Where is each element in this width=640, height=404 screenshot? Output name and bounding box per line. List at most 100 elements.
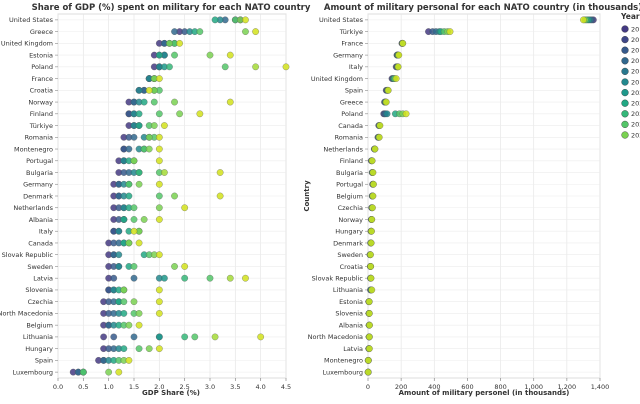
data-point xyxy=(252,63,259,71)
y-tick-label: Germany xyxy=(333,51,363,59)
y-tick-label: United States xyxy=(319,16,364,24)
data-point xyxy=(365,298,373,306)
y-tick-label: United States xyxy=(9,16,54,24)
right-x-ticks: 0 200 400 600 800 1,000 1,200 1,400 xyxy=(366,378,609,391)
data-point xyxy=(181,333,189,341)
data-point xyxy=(155,133,163,141)
y-tick-label: Sweden xyxy=(27,263,53,271)
data-point xyxy=(130,227,138,235)
y-tick-label: Portugal xyxy=(26,157,53,165)
y-tick-label: Croatia xyxy=(340,263,363,271)
data-point xyxy=(155,75,163,82)
y-tick-label: Sweden xyxy=(337,251,363,259)
right-grid xyxy=(367,14,601,378)
x-tick-label: 1,000 xyxy=(524,383,543,391)
x-tick-label: 200 xyxy=(395,383,407,391)
y-tick-label: Denmark xyxy=(23,192,53,200)
data-point xyxy=(367,263,375,270)
x-tick-label: 1,200 xyxy=(558,383,577,391)
right-chart-title: Amount of military personal for each NAT… xyxy=(324,3,640,13)
y-tick-label: Germany xyxy=(23,181,53,189)
data-point xyxy=(125,239,133,247)
y-tick-label: Italy xyxy=(39,228,53,236)
data-point xyxy=(135,310,143,317)
data-point xyxy=(367,251,374,259)
right-y-ticks: United States Türkiye France Germany Italy Un… xyxy=(308,16,368,376)
y-tick-label: Latvia xyxy=(343,345,363,353)
right-y-axis-label: Country xyxy=(303,180,311,212)
y-tick-label: Latvia xyxy=(33,274,53,282)
data-point xyxy=(369,169,377,176)
y-tick-label: Hungary xyxy=(25,345,53,353)
data-point xyxy=(242,16,249,24)
data-point xyxy=(130,157,138,165)
x-tick-label: 0 xyxy=(366,383,370,391)
legend-swatch xyxy=(621,120,629,129)
y-tick-label: Italy xyxy=(349,63,363,71)
data-point xyxy=(171,51,178,59)
y-tick-label: Spain xyxy=(35,357,53,365)
data-point xyxy=(171,263,178,270)
data-point xyxy=(369,192,377,200)
data-point xyxy=(155,216,163,223)
y-tick-label: Poland xyxy=(341,110,363,118)
left-points xyxy=(69,16,290,376)
data-point xyxy=(166,63,173,71)
data-point xyxy=(145,145,153,153)
data-point xyxy=(105,368,113,376)
data-point xyxy=(155,333,163,341)
data-point xyxy=(145,345,153,352)
data-point xyxy=(392,75,400,82)
data-point xyxy=(166,40,173,47)
data-point xyxy=(242,274,249,282)
y-tick-label: Estonia xyxy=(29,51,53,59)
data-point xyxy=(125,192,133,200)
legend-label: 2024 xyxy=(631,131,640,139)
data-point xyxy=(150,122,158,129)
data-point xyxy=(367,274,375,282)
legend-swatch xyxy=(621,35,629,44)
data-point xyxy=(135,345,143,352)
data-point xyxy=(216,169,224,176)
y-tick-label: Hungary xyxy=(335,228,363,236)
data-point xyxy=(191,333,199,341)
data-point xyxy=(176,40,183,47)
data-point xyxy=(161,274,168,282)
data-point xyxy=(115,263,123,270)
y-tick-label: Albania xyxy=(29,216,53,224)
y-tick-label: Canada xyxy=(338,122,363,130)
legend-label: 2014 xyxy=(631,25,640,33)
data-point xyxy=(155,251,163,259)
data-point xyxy=(402,110,410,118)
x-tick-label: 800 xyxy=(494,383,506,391)
data-point xyxy=(130,274,138,282)
data-point xyxy=(120,345,128,352)
data-point xyxy=(130,133,138,141)
x-tick-label: 0.0 xyxy=(53,383,63,391)
y-tick-label: Greece xyxy=(30,28,53,36)
data-point xyxy=(130,204,138,212)
data-point xyxy=(155,51,163,59)
y-tick-label: Croatia xyxy=(30,87,53,95)
x-tick-label: 2.0 xyxy=(154,383,164,391)
data-point xyxy=(446,28,454,35)
data-point xyxy=(368,286,376,294)
data-point xyxy=(155,286,163,294)
y-tick-label: Netherlands xyxy=(323,145,363,153)
legend-label: 2019 xyxy=(631,78,640,86)
data-point xyxy=(206,51,214,59)
data-point xyxy=(115,251,123,259)
data-point xyxy=(226,274,234,282)
y-tick-label: Netherlands xyxy=(13,204,53,212)
right-chart: Amount of military personal for each NAT… xyxy=(303,3,640,397)
y-tick-label: Montenegro xyxy=(324,357,363,365)
data-point xyxy=(383,110,391,118)
x-tick-label: 1,400 xyxy=(591,383,610,391)
data-point xyxy=(130,333,138,341)
x-tick-label: 1.0 xyxy=(103,383,113,391)
y-tick-label: Portugal xyxy=(336,181,363,189)
